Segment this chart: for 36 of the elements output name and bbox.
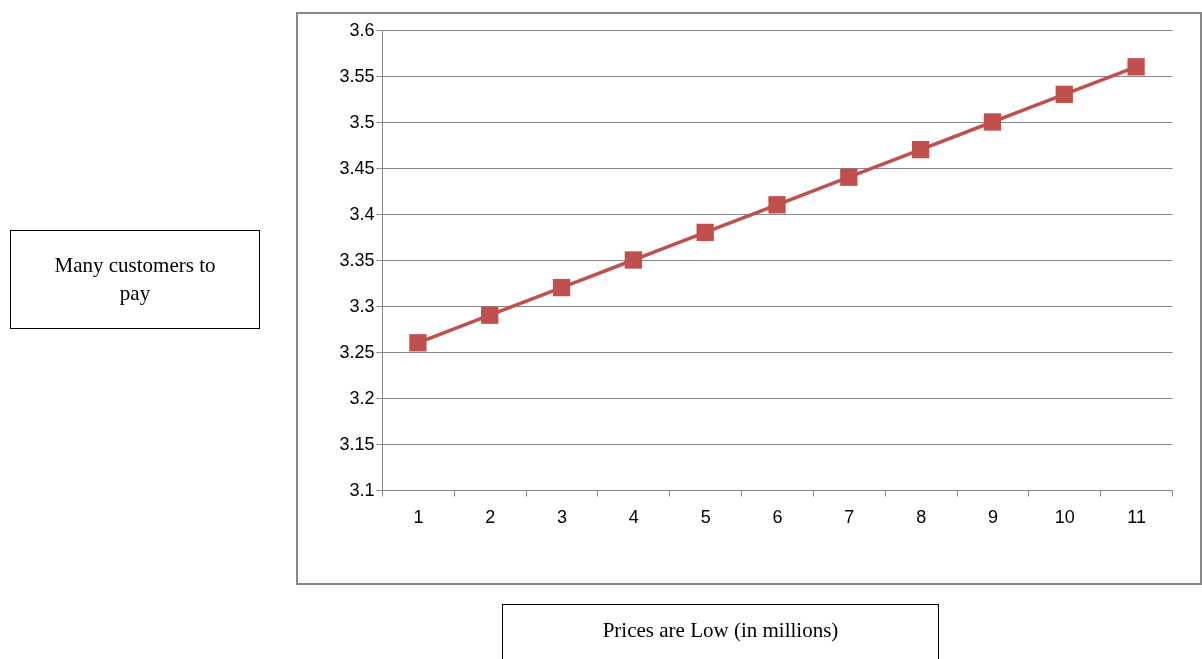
- y-tick-label: 3.45: [339, 157, 375, 178]
- x-tick-label: 6: [772, 506, 783, 527]
- x-tick-label: 9: [987, 506, 998, 527]
- x-tick-label: 10: [1054, 506, 1075, 527]
- x-tick-label: 2: [485, 506, 496, 527]
- x-tick-label: 1: [413, 506, 424, 527]
- point: [409, 334, 427, 352]
- point: [983, 113, 1002, 131]
- point: [911, 140, 930, 159]
- y-tick-label: 3.55: [339, 65, 375, 86]
- point: [552, 278, 571, 297]
- y-tick-label: 3.25: [339, 341, 375, 362]
- y-tick-label: 3.4: [349, 203, 375, 224]
- text-box: Many customers to pay: [10, 230, 260, 329]
- point: [696, 223, 714, 242]
- y-tick-label: 3.5: [349, 111, 375, 132]
- y-tick-label: 3.3: [349, 295, 375, 316]
- point: [624, 251, 643, 269]
- x-tick-label: 5: [700, 506, 711, 527]
- x-tick-label: 7: [844, 506, 855, 527]
- x-tick-label: 4: [628, 506, 639, 527]
- point: [1127, 58, 1145, 76]
- y-tick-label: 3.35: [339, 249, 375, 270]
- point: [768, 196, 786, 214]
- x-axis-title: Prices are Low (in millions): [602, 617, 839, 645]
- y-tick-label: 3.2: [349, 387, 375, 408]
- x-tick-label: 11: [1127, 506, 1146, 527]
- y-tick-label: 3.15: [339, 433, 375, 454]
- point: [840, 168, 858, 186]
- x-tick-label: 8: [916, 506, 927, 527]
- text-box: Prices are Low (in millions): [502, 604, 939, 659]
- x-tick-label: 3: [557, 506, 568, 527]
- point: [481, 306, 499, 324]
- point: [1055, 85, 1073, 104]
- y-tick-label: 3.1: [349, 479, 375, 500]
- y-tick-label: 3.6: [349, 19, 375, 40]
